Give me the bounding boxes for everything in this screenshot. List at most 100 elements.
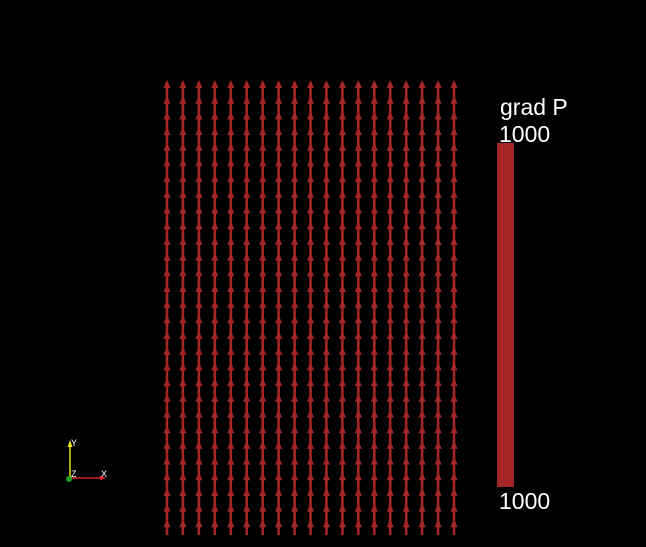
vector-arrow-glyph: [338, 127, 346, 136]
vector-arrow-glyph: [322, 519, 330, 528]
vector-arrow-glyph: [275, 425, 283, 434]
vector-arrow-glyph: [306, 111, 315, 120]
z-axis-origin: [66, 476, 72, 482]
vector-arrow-glyph: [402, 142, 410, 151]
vector-arrow-glyph: [418, 189, 426, 198]
vector-arrow-glyph: [322, 331, 330, 339]
vector-arrow-glyph: [306, 127, 315, 136]
vector-arrow-glyph: [306, 409, 315, 418]
vector-arrow-glyph: [450, 346, 458, 355]
vector-arrow-glyph: [434, 362, 442, 371]
vector-arrow-glyph: [259, 189, 267, 198]
vector-arrow-glyph: [354, 236, 362, 245]
vector-arrow-glyph: [243, 111, 251, 120]
vector-arrow-glyph: [386, 127, 394, 136]
vector-arrow-glyph: [243, 127, 251, 136]
vector-arrow-glyph: [275, 409, 283, 418]
vector-arrow-glyph: [291, 158, 299, 167]
vector-arrow-glyph: [306, 425, 315, 434]
vector-arrow-glyph: [259, 378, 267, 387]
vector-arrow-glyph: [450, 174, 458, 183]
vector-arrow-glyph: [211, 487, 219, 496]
vector-arrow-glyph: [322, 268, 330, 277]
vector-arrow-glyph: [418, 503, 426, 512]
vector-arrow-glyph: [386, 236, 394, 245]
vector-arrow-glyph: [243, 268, 251, 277]
vector-arrow-glyph: [227, 393, 235, 402]
vector-arrow-glyph: [322, 111, 330, 120]
vector-arrow-glyph: [275, 393, 283, 402]
vector-arrow-glyph: [434, 393, 442, 402]
vector-arrow-glyph: [306, 362, 315, 371]
vector-arrow-glyph: [434, 158, 442, 167]
vector-arrow-glyph: [386, 189, 394, 198]
vector-arrow-glyph: [179, 221, 187, 230]
vector-arrow-glyph: [195, 284, 203, 292]
vector-arrow-glyph: [306, 503, 315, 512]
vector-arrow-glyph: [418, 315, 426, 324]
vector-arrow-glyph: [179, 315, 187, 324]
vector-arrow-glyph: [291, 472, 299, 481]
vector-arrow-glyph: [243, 519, 251, 528]
vector-arrow-glyph: [338, 425, 346, 434]
vector-arrow-glyph: [322, 456, 330, 465]
vector-arrow-glyph: [306, 519, 315, 528]
vector-arrow-glyph: [291, 393, 299, 402]
vector-arrow-glyph: [450, 221, 458, 230]
vector-arrow-glyph: [243, 393, 251, 402]
vector-arrow-glyph: [179, 158, 187, 167]
vector-arrow-glyph: [434, 127, 442, 136]
vector-arrow-glyph: [418, 127, 426, 136]
vector-arrow-glyph: [243, 252, 251, 261]
vector-arrow-glyph: [179, 189, 187, 198]
vector-arrow-glyph: [370, 95, 378, 104]
vector-arrow-glyph: [370, 456, 378, 465]
vector-arrow-glyph: [163, 425, 171, 434]
vector-arrow-glyph: [211, 346, 219, 355]
vector-arrow-glyph: [163, 127, 171, 136]
vector-arrow-glyph: [450, 142, 458, 151]
vector-arrow-glyph: [163, 409, 171, 418]
vector-arrow-glyph: [163, 95, 171, 104]
vector-arrow-glyph: [386, 393, 394, 402]
vector-arrow-glyph: [163, 378, 171, 387]
vector-arrow-glyph: [450, 158, 458, 167]
vector-arrow-glyph: [338, 236, 346, 245]
vector-arrow-glyph: [338, 487, 346, 496]
vector-arrow-glyph: [354, 284, 362, 292]
vector-arrow-glyph: [354, 127, 362, 136]
vector-arrow-glyph: [338, 284, 346, 292]
vector-arrow-glyph: [322, 158, 330, 167]
vector-arrow-glyph: [227, 158, 235, 167]
vector-arrow-glyph: [259, 111, 267, 120]
vector-arrow-glyph: [322, 346, 330, 355]
vector-arrow-glyph: [450, 205, 458, 214]
vector-arrow-glyph: [402, 315, 410, 324]
vector-arrow-glyph: [354, 503, 362, 512]
vector-arrow-glyph: [306, 221, 315, 230]
x-axis-arrowhead: [100, 475, 106, 481]
vector-arrow-glyph: [402, 346, 410, 355]
vector-arrow-glyph: [370, 299, 378, 308]
vector-arrow-glyph: [418, 80, 426, 88]
vector-arrow-glyph: [418, 362, 426, 371]
vector-arrow-glyph: [338, 440, 346, 449]
vector-arrow-glyph: [195, 425, 203, 434]
vector-arrow-glyph: [227, 362, 235, 371]
vector-arrow-glyph: [418, 331, 426, 339]
vector-arrow-glyph: [259, 268, 267, 277]
vector-arrow-glyph: [386, 456, 394, 465]
vector-arrow-glyph: [434, 80, 442, 88]
vector-arrow-glyph: [275, 268, 283, 277]
vector-arrow-glyph: [195, 331, 203, 339]
vector-arrow-glyph: [418, 205, 426, 214]
vector-arrow-glyph: [418, 487, 426, 496]
vector-arrow-glyph: [195, 409, 203, 418]
vector-arrow-glyph: [179, 299, 187, 308]
vector-arrow-glyph: [211, 503, 219, 512]
vector-arrow-glyph: [291, 299, 299, 308]
vector-arrow-glyph: [354, 189, 362, 198]
vector-arrow-glyph: [450, 409, 458, 418]
vector-arrow-glyph: [291, 362, 299, 371]
